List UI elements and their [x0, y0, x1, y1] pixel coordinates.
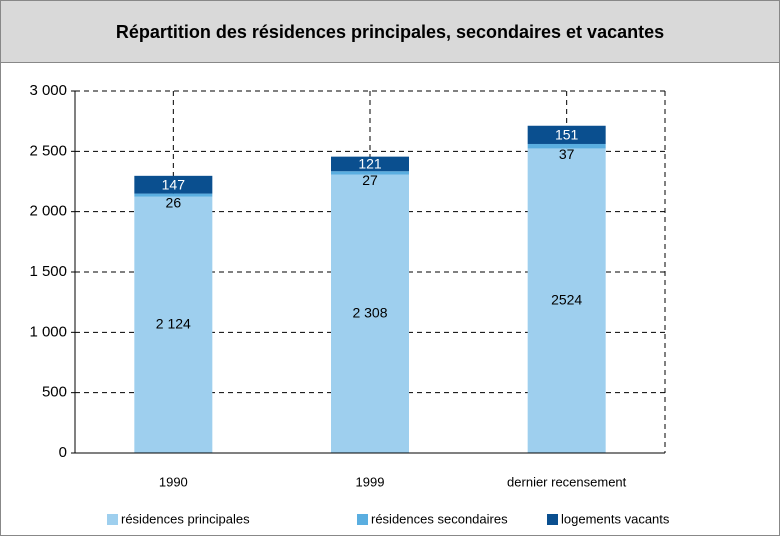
data-label: 121 [358, 156, 382, 172]
bar-segment [134, 175, 213, 194]
x-tick-label: 1999 [356, 474, 385, 489]
x-tick-label: dernier recensement [507, 474, 627, 489]
legend-label: logements vacants [561, 511, 670, 526]
bar-segment [527, 148, 606, 454]
y-tick-label: 3 000 [29, 82, 67, 99]
bar-segment [527, 125, 606, 144]
legend-swatch [547, 514, 558, 525]
title-bar [0, 0, 780, 63]
data-label: 151 [555, 127, 579, 143]
y-tick-label: 0 [59, 444, 67, 461]
bar-segment [331, 171, 409, 175]
legend-swatch [107, 514, 118, 525]
data-label: 2 124 [156, 316, 191, 332]
bar-segment [331, 156, 409, 172]
data-label: 26 [166, 194, 182, 210]
y-tick-label: 2 000 [29, 203, 67, 220]
legend-label: résidences principales [121, 511, 250, 526]
chart-title: Répartition des résidences principales, … [116, 22, 664, 42]
y-tick-label: 1 500 [29, 263, 67, 280]
data-label: 37 [559, 146, 575, 162]
y-tick-label: 2 500 [29, 142, 67, 159]
data-label: 27 [362, 172, 378, 188]
legend-swatch [357, 514, 368, 525]
data-label: 2 308 [352, 304, 387, 320]
bar-segment [134, 196, 213, 454]
legend-label: résidences secondaires [371, 511, 508, 526]
bar-segment [527, 143, 606, 149]
data-label: 147 [162, 176, 186, 192]
bar-segment [134, 193, 213, 197]
y-tick-label: 1 000 [29, 323, 67, 340]
x-tick-label: 1990 [159, 474, 188, 489]
bar-segment [331, 174, 409, 453]
y-tick-label: 500 [42, 384, 67, 401]
data-label: 2524 [551, 291, 582, 307]
